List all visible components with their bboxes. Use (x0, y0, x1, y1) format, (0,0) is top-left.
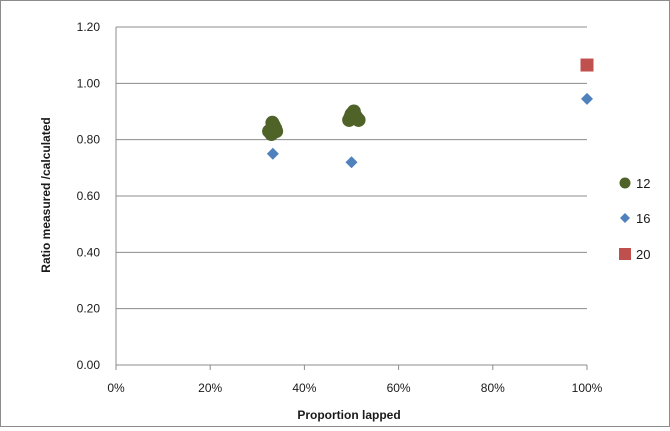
legend-label-20: 20 (636, 247, 650, 262)
legend-marker-12 (619, 177, 631, 189)
x-tick-label: 100% (572, 381, 603, 395)
data-point-series-16 (266, 147, 279, 160)
y-tick-label: 1.00 (77, 76, 101, 90)
data-point-series-12 (343, 110, 358, 125)
legend: 12 16 20 (619, 176, 650, 262)
y-axis-title: Ratio measured /calculated (39, 117, 53, 272)
legend-label-16: 16 (636, 211, 650, 226)
legend-marker-16 (620, 213, 630, 223)
axes (115, 27, 588, 370)
y-tick-label: 0.60 (77, 189, 101, 203)
y-tick-label: 0.80 (77, 133, 101, 147)
data-point-series-20 (580, 58, 594, 72)
y-tick-labels: 0.00 0.20 0.40 0.60 0.80 1.00 1.20 (77, 20, 101, 372)
legend-label-12: 12 (636, 176, 650, 191)
x-tick-label: 60% (387, 381, 411, 395)
data-point-series-16 (581, 92, 593, 105)
legend-marker-20 (619, 248, 631, 260)
y-tick-label: 0.40 (77, 245, 101, 259)
gridlines (116, 26, 587, 310)
x-tick-label: 40% (292, 381, 316, 395)
data-point-series-12 (265, 115, 280, 130)
data-point-series-16 (345, 156, 358, 169)
x-tick-label: 80% (481, 381, 505, 395)
data-points (262, 58, 594, 169)
y-tick-label: 0.20 (77, 302, 101, 316)
y-tick-label: 0.00 (77, 358, 101, 372)
x-axis-title: Proportion lapped (297, 408, 400, 422)
x-tick-label: 20% (198, 381, 222, 395)
x-tick-labels: 0% 20% 40% 60% 80% 100% (107, 381, 602, 395)
y-tick-label: 1.20 (77, 20, 101, 34)
x-tick-label: 0% (107, 381, 125, 395)
